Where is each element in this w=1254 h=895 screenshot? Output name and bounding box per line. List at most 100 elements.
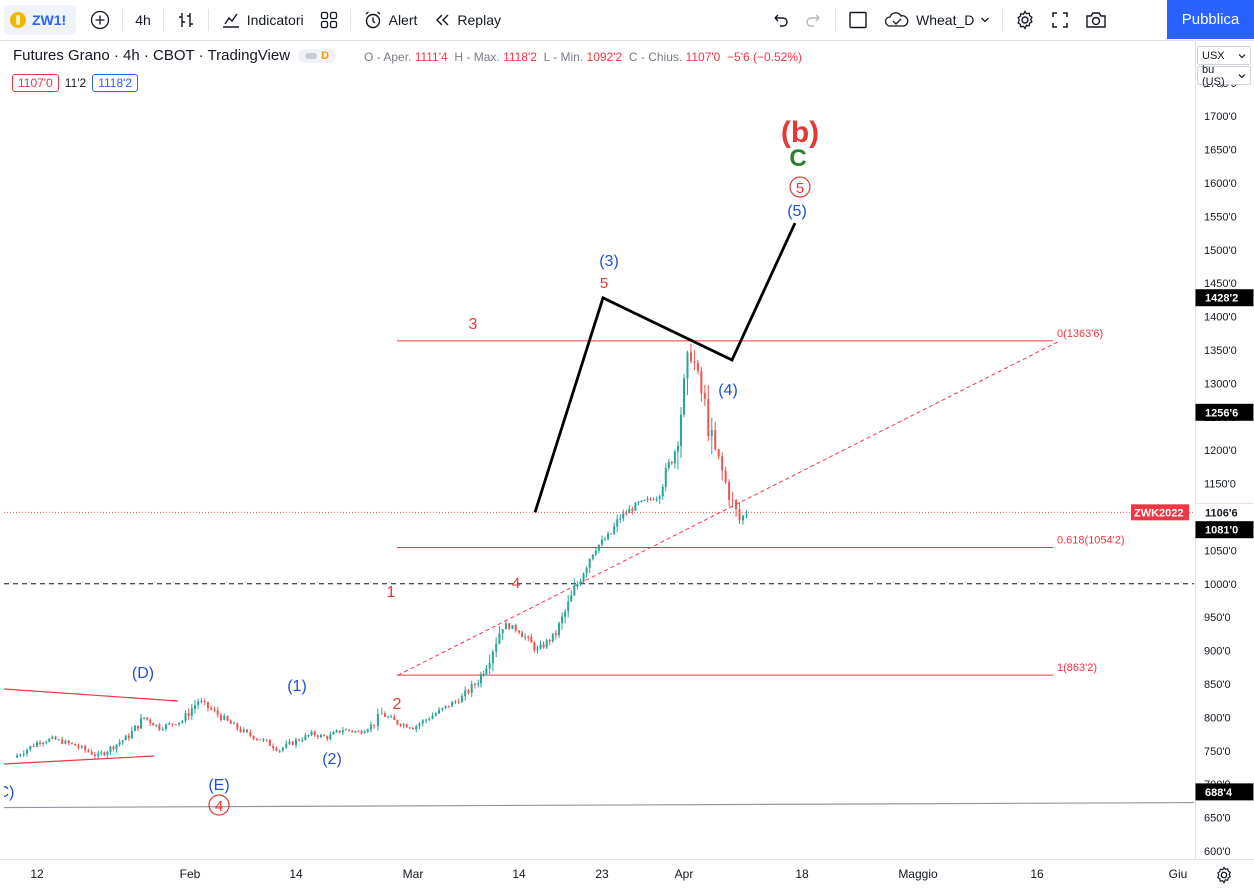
price-candle xyxy=(70,743,73,745)
price-candle xyxy=(412,728,414,730)
price-candle xyxy=(631,508,634,511)
bid-box[interactable]: 1107'0 xyxy=(12,74,59,92)
time-axis[interactable] xyxy=(0,859,1254,895)
undo-button[interactable] xyxy=(763,0,797,40)
price-candle xyxy=(74,743,77,746)
price-candle xyxy=(335,730,338,733)
toolbar-divider xyxy=(835,9,836,31)
price-candle xyxy=(742,515,744,521)
price-candle xyxy=(447,705,450,707)
alert-button[interactable]: Alert xyxy=(355,0,426,40)
price-candle xyxy=(197,701,200,706)
wave-label-circled-5: 5 xyxy=(796,180,804,197)
price-candle xyxy=(171,723,174,725)
contract-tag-label: ZWK2022 xyxy=(1134,507,1184,519)
bars-style-button[interactable] xyxy=(168,0,204,40)
price-candle xyxy=(457,701,460,703)
unit-select[interactable]: bu (US) xyxy=(1197,64,1251,88)
price-candle xyxy=(477,683,480,685)
ask-box[interactable]: 1118'2 xyxy=(92,74,139,92)
price-candle xyxy=(548,640,551,642)
symbol-label: ZW1! xyxy=(32,12,67,28)
symbol-search-button[interactable]: ZW1! xyxy=(4,5,77,35)
low-label: L - Min. xyxy=(543,50,584,64)
price-candle xyxy=(164,724,167,729)
price-tick-label: 1600'0 xyxy=(1204,178,1237,190)
toolbar-divider xyxy=(1002,9,1004,31)
price-candle xyxy=(184,713,187,722)
add-symbol-button[interactable] xyxy=(82,0,118,40)
snapshot-button[interactable] xyxy=(1077,0,1115,40)
indicators-icon xyxy=(222,13,239,28)
price-candle xyxy=(573,586,576,596)
price-candle xyxy=(664,467,667,487)
time-tick-label: Feb xyxy=(180,867,201,881)
fib-level-label: 0.618(1054'2) xyxy=(1057,535,1125,547)
layout-name-button[interactable]: Wheat_D xyxy=(876,0,998,40)
price-candle xyxy=(591,554,594,560)
price-tick-label: 1000'0 xyxy=(1204,579,1237,591)
chevron-down-icon xyxy=(1238,53,1246,58)
publish-button[interactable]: Pubblica xyxy=(1167,0,1254,39)
wave-label-3-blue: (3) xyxy=(599,253,619,270)
wave-label-d: (D) xyxy=(132,665,154,682)
wave-label-4-red: 4 xyxy=(512,575,520,592)
price-candle xyxy=(511,625,514,630)
price-candle xyxy=(255,738,258,740)
axis-settings-icon[interactable] xyxy=(1215,866,1233,884)
price-axis[interactable] xyxy=(1195,41,1254,859)
price-badge-label: 1428'2 xyxy=(1205,293,1238,305)
price-candle xyxy=(109,746,112,752)
price-candle xyxy=(434,713,437,716)
wave-label-5-blue: (5) xyxy=(787,203,807,220)
indicators-button[interactable]: Indicatori xyxy=(213,0,312,40)
price-candle xyxy=(717,449,720,457)
price-candle xyxy=(542,644,545,648)
price-candle xyxy=(54,736,57,740)
price-candle xyxy=(703,393,706,399)
chart-title: Futures Grano · 4h · CBOT · TradingView xyxy=(13,47,291,64)
redo-button[interactable] xyxy=(797,0,831,40)
layout-button[interactable] xyxy=(840,0,876,40)
price-candle xyxy=(667,462,670,468)
price-candle xyxy=(444,705,447,708)
price-candle xyxy=(451,701,454,707)
currency-select[interactable]: USX xyxy=(1197,46,1251,65)
price-candle xyxy=(670,462,673,464)
price-candle xyxy=(438,709,441,714)
undo-icon xyxy=(774,14,788,27)
price-axis-labels: 600'0650'0700'0750'0800'0850'0900'0950'0… xyxy=(1195,78,1254,858)
interval-button[interactable]: 4h xyxy=(135,12,151,28)
price-candle xyxy=(291,741,294,745)
price-candle xyxy=(676,445,679,452)
price-candle xyxy=(567,601,570,612)
price-candle xyxy=(482,674,485,676)
alert-label: Alert xyxy=(388,12,418,28)
settings-button[interactable] xyxy=(1007,0,1043,40)
price-candle xyxy=(323,735,326,737)
price-candle xyxy=(640,500,643,502)
price-candle xyxy=(658,496,661,499)
high-value: 1118'2 xyxy=(503,50,537,64)
price-candle xyxy=(628,508,631,514)
layout-name-label: Wheat_D xyxy=(916,12,975,28)
templates-button[interactable] xyxy=(312,0,346,40)
price-candle xyxy=(498,633,501,644)
price-candle xyxy=(281,747,284,751)
price-candle xyxy=(619,518,622,520)
market-status-pill[interactable]: D xyxy=(298,48,337,63)
price-candle xyxy=(643,499,646,501)
ohlc-readout: O - Aper. 1111'4 H - Max. 1118'2 L - Min… xyxy=(364,50,802,64)
price-candle xyxy=(329,734,332,739)
price-candle xyxy=(622,513,625,519)
replay-button[interactable]: Replay xyxy=(425,0,509,40)
price-tick-label: 1150'0 xyxy=(1204,479,1236,491)
eye-toggle-icon xyxy=(305,52,318,59)
price-candle xyxy=(19,754,22,756)
price-candle xyxy=(57,739,60,741)
price-chart[interactable]: 0(1363'6) 0.618(1054'2) 1(863'2) (b)C 5 (5) (… xyxy=(4,41,1194,859)
price-candle xyxy=(130,730,133,739)
price-candle xyxy=(140,718,143,729)
price-badge xyxy=(1195,289,1254,307)
fullscreen-button[interactable] xyxy=(1043,0,1077,40)
